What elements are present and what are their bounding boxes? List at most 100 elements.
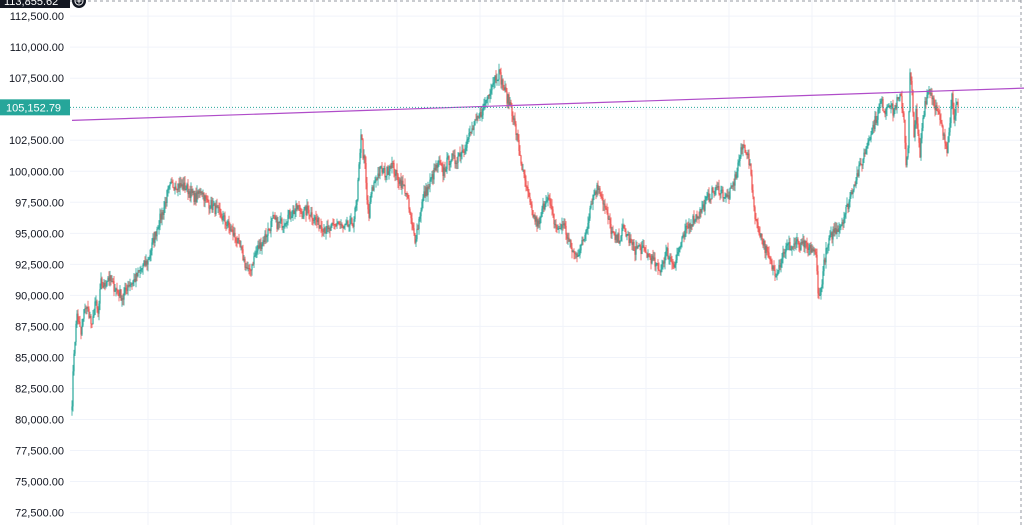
candle[interactable] [716,181,718,190]
candle[interactable] [454,149,456,169]
candle[interactable] [435,160,437,172]
candle[interactable] [680,241,682,250]
candle[interactable] [261,242,263,255]
candle[interactable] [726,189,728,198]
candle[interactable] [486,96,488,104]
candle[interactable] [629,232,631,246]
candle[interactable] [696,210,698,224]
candle[interactable] [256,245,258,258]
candle[interactable] [214,202,216,217]
candle[interactable] [245,262,247,272]
candle[interactable] [623,223,625,229]
candle[interactable] [955,97,957,121]
candle[interactable] [287,209,289,226]
candle[interactable] [794,238,796,249]
candle[interactable] [331,222,333,228]
candle[interactable] [901,90,903,114]
candle[interactable] [752,184,754,200]
candle[interactable] [527,181,529,199]
candle[interactable] [137,267,139,278]
candle[interactable] [369,196,371,219]
candle[interactable] [729,187,731,201]
candle[interactable] [691,223,693,231]
candle[interactable] [785,242,787,259]
candle[interactable] [957,98,959,113]
candle[interactable] [92,310,94,325]
candle[interactable] [526,185,528,191]
candle[interactable] [640,242,642,261]
candle[interactable] [905,135,907,168]
candle[interactable] [226,220,228,230]
candle[interactable] [197,189,199,200]
candle[interactable] [336,218,338,229]
candle[interactable] [161,207,163,226]
candle[interactable] [312,217,314,226]
candle[interactable] [493,76,495,90]
candle[interactable] [642,239,644,249]
candle[interactable] [142,263,144,275]
candle[interactable] [858,161,860,178]
candle[interactable] [698,211,700,224]
candle[interactable] [490,83,492,100]
candle[interactable] [673,261,675,270]
candle[interactable] [666,246,668,257]
candle[interactable] [384,162,386,181]
candle[interactable] [835,222,837,235]
candle[interactable] [466,134,468,152]
candle[interactable] [669,253,671,265]
candle[interactable] [448,155,450,171]
candle[interactable] [386,166,388,181]
candle[interactable] [817,265,819,299]
candle[interactable] [687,221,689,229]
candle[interactable] [475,113,477,121]
candle[interactable] [492,77,494,88]
candle[interactable] [562,221,564,231]
candle[interactable] [378,166,380,179]
candle[interactable] [278,221,280,230]
candle[interactable] [713,190,715,198]
candle[interactable] [674,261,676,269]
candle[interactable] [451,153,453,162]
candle[interactable] [125,283,127,295]
candle[interactable] [560,223,562,231]
candle[interactable] [511,103,513,123]
candle[interactable] [536,215,538,232]
candle[interactable] [364,154,366,169]
candle[interactable] [737,159,739,178]
candle[interactable] [362,138,364,160]
candle[interactable] [105,279,107,289]
candle[interactable] [732,181,734,191]
candle[interactable] [183,176,185,191]
candle[interactable] [479,107,481,122]
candle[interactable] [242,244,244,261]
candle[interactable] [589,205,591,221]
candle[interactable] [176,188,178,193]
candle[interactable] [192,188,194,196]
candle[interactable] [880,98,882,104]
candle[interactable] [883,110,885,113]
candle[interactable] [502,78,504,91]
candle[interactable] [821,279,823,293]
candle[interactable] [335,222,337,228]
candle[interactable] [260,237,262,251]
candle[interactable] [861,164,863,172]
candle[interactable] [689,222,691,234]
candle[interactable] [77,309,79,325]
candle[interactable] [633,239,635,251]
candle[interactable] [293,205,295,215]
candle[interactable] [703,199,705,212]
candle[interactable] [270,216,272,238]
candle[interactable] [330,223,332,231]
candle[interactable] [120,289,122,302]
candle[interactable] [636,241,638,250]
candle[interactable] [366,177,368,205]
candle[interactable] [180,177,182,188]
candle[interactable] [337,221,339,225]
candle[interactable] [949,117,951,136]
candle[interactable] [603,200,605,211]
candle[interactable] [840,224,842,231]
candle[interactable] [233,226,235,238]
candle[interactable] [515,121,517,141]
candle[interactable] [551,199,553,216]
candle[interactable] [874,110,876,132]
